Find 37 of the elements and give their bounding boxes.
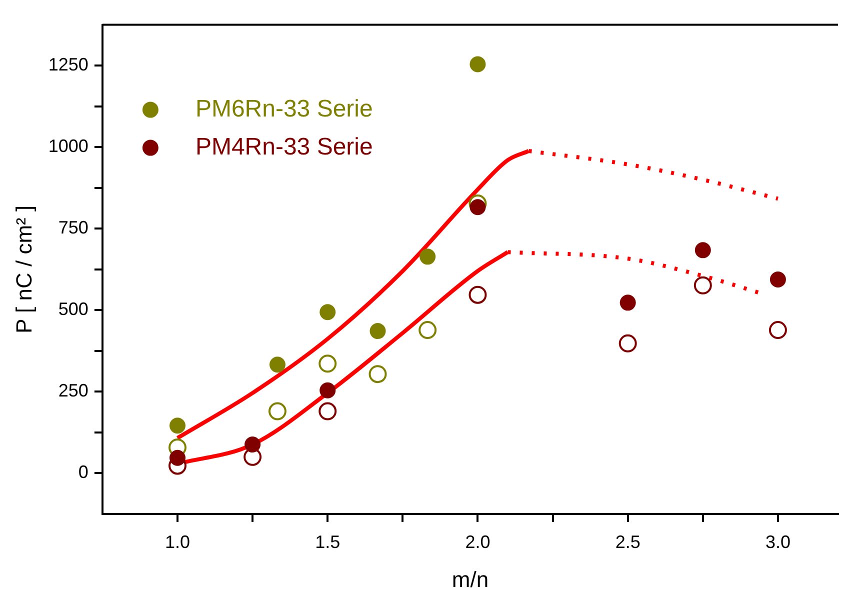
point <box>420 248 436 265</box>
x-axis-title: m/n <box>452 566 489 592</box>
y-tick-label: 250 <box>58 380 88 401</box>
point <box>368 365 387 384</box>
point <box>694 276 712 294</box>
x-tick-label: 2.0 <box>465 532 490 552</box>
point <box>318 402 337 420</box>
y-tick-label: 1250 <box>48 54 88 75</box>
point <box>618 334 637 352</box>
legend-label: PM4Rn-33 Serie <box>195 133 373 160</box>
point <box>370 323 386 340</box>
point <box>770 272 786 288</box>
x-tick-label: 2.5 <box>615 532 640 552</box>
y-tick-label: 0 <box>78 462 88 482</box>
x-tick-label: 1.5 <box>315 532 340 552</box>
point <box>170 418 186 434</box>
point <box>468 286 487 304</box>
point <box>320 304 336 320</box>
point <box>620 294 636 311</box>
x-tick-label: 3.0 <box>765 532 790 552</box>
point <box>269 356 286 373</box>
point <box>170 450 186 466</box>
x-tick-label: 1.0 <box>164 532 190 552</box>
point <box>418 321 437 340</box>
y-axis-title: P [ nC / cm² ] <box>11 205 36 334</box>
point <box>268 402 286 420</box>
point <box>470 199 486 216</box>
legend-label: PM6Rn-33 Serie <box>195 95 373 122</box>
y-tick-label: 500 <box>58 299 88 320</box>
point <box>318 354 337 373</box>
point <box>768 321 787 340</box>
point <box>244 436 261 453</box>
point <box>470 56 486 72</box>
y-tick-label: 1000 <box>48 136 88 156</box>
y-tick-label: 750 <box>58 218 88 238</box>
point <box>694 242 711 258</box>
point <box>320 382 336 398</box>
